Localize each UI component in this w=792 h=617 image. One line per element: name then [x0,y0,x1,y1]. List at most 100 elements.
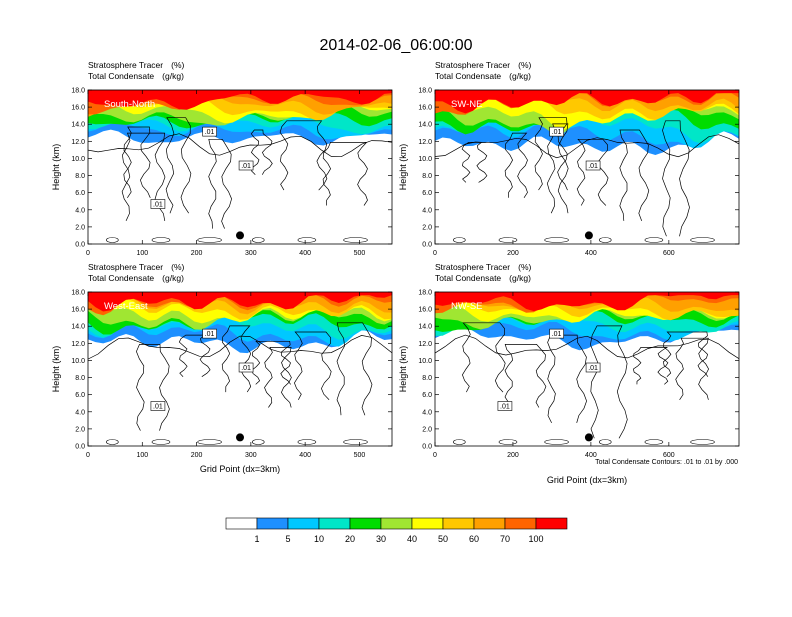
contour-label: .01 [552,129,562,136]
plot-area: .01 .01 SW-NE [435,90,739,244]
y-tick-label: 12.0 [418,341,432,348]
line-field-units: (g/kg) [509,71,531,81]
surface-contour [297,237,317,243]
fill-field-label: Stratosphere Tracer (%) [88,262,185,272]
condensate-contour [279,120,328,191]
surface-contour [251,439,265,445]
x-tick-label: 200 [507,250,519,257]
y-axis-label: Height (km) [398,346,408,393]
x-tick-label: 400 [585,250,597,257]
cloud-base-contour [435,134,739,159]
contour-label: .01 [153,404,163,411]
colorbar-level-label: 5 [285,534,290,544]
y-tick-label: 14.0 [71,324,85,331]
colorbar-level-label: 50 [438,534,448,544]
y-tick-label: 18.0 [418,88,432,95]
condensate-contour [547,334,587,424]
fill-field-name: Stratosphere Tracer [435,60,510,70]
surface-contour [598,439,612,445]
contour-label-box [585,160,601,171]
condensate-contour [336,322,373,416]
condensate-contour [264,347,292,408]
y-tick-label: 12.0 [71,139,85,146]
condensate-contour [136,344,170,431]
y-tick-label: 8.0 [422,173,432,180]
y-tick-label: 16.0 [71,307,85,314]
condensate-contour [462,322,506,393]
fill-field-units: (%) [171,60,184,70]
x-tick-label: 400 [299,250,311,257]
condensate-contour [619,129,650,222]
y-tick-label: 0.0 [75,444,85,451]
fill-field-label: Stratosphere Tracer (%) [435,262,532,272]
y-tick-label: 18.0 [71,290,85,297]
surface-contour [544,237,569,243]
panel-name: West-East [104,301,148,312]
colorbar-level-label: 70 [500,534,510,544]
y-tick-label: 8.0 [75,173,85,180]
x-tick-label: 300 [245,452,257,459]
cloud-base-contour [435,334,739,359]
y-tick-label: 6.0 [75,392,85,399]
panels: Stratosphere Tracer (%) Total Condensate (g… [51,60,740,459]
line-field-units: (g/kg) [162,273,184,283]
condensate-contour [633,347,669,385]
y-tick-label: 6.0 [75,190,85,197]
y-tick-label: 18.0 [418,290,432,297]
x-tick-label: 300 [245,250,257,257]
contour-label: .01 [241,163,251,170]
x-axis-label-right: Grid Point (dx=3km) [547,475,627,485]
y-tick-label: 14.0 [418,122,432,129]
y-tick-label: 14.0 [418,324,432,331]
colorbar: 1 5 10 20 30 40 50 60 70 100 [225,517,568,544]
colorbar-level-label: 40 [407,534,417,544]
surface-contour [690,237,715,243]
line-field-label: Total Condensate (g/kg) [435,71,531,81]
y-tick-label: 10.0 [418,156,432,163]
x-tick-label: 600 [663,250,675,257]
contour-label-box [549,126,564,137]
y-tick-label: 2.0 [75,426,85,433]
y-tick-label: 8.0 [422,375,432,382]
colorbar-swatch [504,517,537,530]
line-field-name: Total Condensate [88,71,154,81]
y-tick-label: 4.0 [75,409,85,416]
colorbar-swatch [287,517,320,530]
contour-label-box [238,362,254,373]
x-tick-label: 400 [299,452,311,459]
colorbar-swatch [473,517,506,530]
location-marker [236,433,244,442]
x-tick-label: 200 [507,452,519,459]
surface-contour [498,237,518,243]
cloud-base-contour [88,133,392,158]
contour-label-box [202,328,217,339]
y-tick-label: 0.0 [75,242,85,249]
contour-label-box [238,160,254,171]
panel-name: South-North [104,99,155,110]
colorbar-level-label: 60 [469,534,479,544]
x-tick-label: 600 [663,452,675,459]
colorbar-level-label: 30 [376,534,386,544]
colorbar-swatch [411,517,444,530]
colorbar-swatch [256,517,289,530]
condensate-contour [534,117,568,191]
y-tick-label: 8.0 [75,375,85,382]
colorbar-swatch [349,517,382,530]
surface-contour [644,237,664,243]
surface-contour [151,439,171,445]
condensate-contour [504,344,547,408]
y-tick-label: 0.0 [422,242,432,249]
tracer-band-level-10 [435,90,739,114]
y-axis-label: Height (km) [51,144,61,191]
fill-field-units: (%) [171,262,184,272]
colorbar-level-label: 100 [528,534,543,544]
fill-field-units: (%) [518,262,531,272]
condensate-contour [165,117,192,214]
contour-label-box [150,401,166,411]
condensate-contour [250,129,273,175]
tracer-band-level-10 [435,292,739,312]
condensate-contour [675,337,709,400]
condensate-contour [294,331,332,401]
contour-label-box [549,328,564,339]
surface-contour [343,439,368,445]
